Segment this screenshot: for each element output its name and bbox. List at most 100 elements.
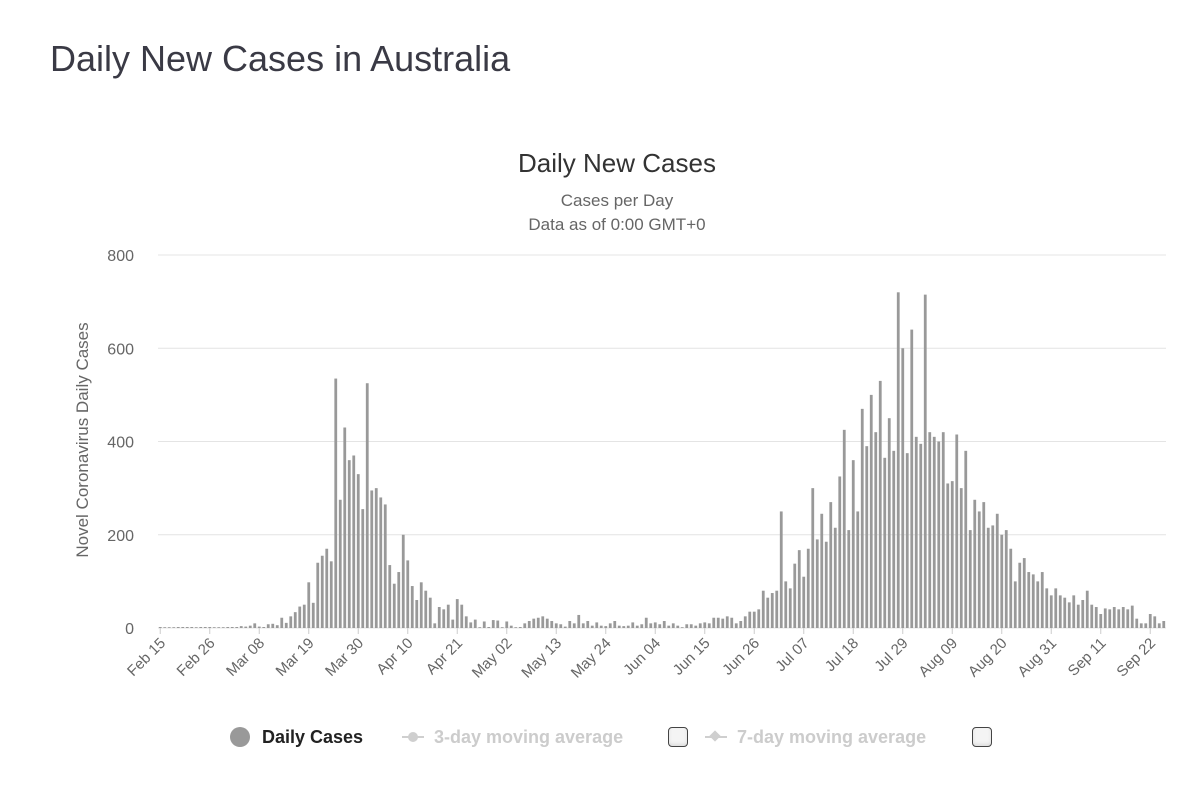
bar[interactable] xyxy=(874,432,878,628)
bar[interactable] xyxy=(257,626,261,628)
bar[interactable] xyxy=(865,446,869,628)
bar[interactable] xyxy=(271,623,275,628)
bar[interactable] xyxy=(541,616,545,628)
bar[interactable] xyxy=(311,602,315,628)
bar[interactable] xyxy=(185,627,189,628)
bar[interactable] xyxy=(838,476,842,628)
bar[interactable] xyxy=(163,627,167,628)
bar[interactable] xyxy=(1126,609,1130,628)
3-day-average-checkbox[interactable] xyxy=(668,727,688,747)
bar[interactable] xyxy=(167,627,171,628)
bar[interactable] xyxy=(464,616,468,628)
bar[interactable] xyxy=(779,511,783,628)
bar[interactable] xyxy=(581,623,585,628)
bar[interactable] xyxy=(451,619,455,628)
bar[interactable] xyxy=(883,457,887,628)
bar[interactable] xyxy=(266,624,270,628)
bar[interactable] xyxy=(658,624,662,628)
bar[interactable] xyxy=(415,600,419,628)
bar[interactable] xyxy=(833,527,837,628)
legend-daily-cases[interactable]: Daily Cases xyxy=(230,720,363,754)
bar[interactable] xyxy=(635,625,639,628)
bar[interactable] xyxy=(302,604,306,628)
bar[interactable] xyxy=(676,625,680,628)
bar[interactable] xyxy=(1112,607,1116,628)
bar[interactable] xyxy=(316,562,320,628)
bar[interactable] xyxy=(730,617,734,628)
bar[interactable] xyxy=(437,607,441,628)
bar[interactable] xyxy=(752,611,756,628)
bar[interactable] xyxy=(829,502,833,628)
bar[interactable] xyxy=(433,623,437,628)
bar[interactable] xyxy=(725,616,729,628)
bar[interactable] xyxy=(824,541,828,628)
bar[interactable] xyxy=(1009,548,1013,628)
bar[interactable] xyxy=(973,499,977,628)
bar[interactable] xyxy=(815,539,819,628)
bar[interactable] xyxy=(1022,558,1026,628)
bar[interactable] xyxy=(685,624,689,628)
bar[interactable] xyxy=(181,627,185,628)
bar[interactable] xyxy=(775,590,779,628)
bar[interactable] xyxy=(1027,572,1031,628)
bar[interactable] xyxy=(622,626,626,628)
bar[interactable] xyxy=(590,625,594,628)
bar[interactable] xyxy=(1135,618,1139,628)
bar[interactable] xyxy=(199,627,203,628)
bar[interactable] xyxy=(230,627,234,628)
bar[interactable] xyxy=(860,408,864,628)
bar[interactable] xyxy=(388,565,392,628)
bar[interactable] xyxy=(442,609,446,628)
bar[interactable] xyxy=(1031,574,1035,628)
bar[interactable] xyxy=(343,427,347,628)
bar[interactable] xyxy=(491,620,495,628)
bar[interactable] xyxy=(1139,623,1143,628)
bar[interactable] xyxy=(770,593,774,628)
bar[interactable] xyxy=(644,617,648,628)
bar[interactable] xyxy=(338,499,342,628)
bar[interactable] xyxy=(586,621,590,628)
bar[interactable] xyxy=(424,590,428,628)
bar[interactable] xyxy=(901,348,905,628)
bar[interactable] xyxy=(325,548,329,628)
bar[interactable] xyxy=(806,548,810,628)
bar[interactable] xyxy=(937,441,941,629)
bar[interactable] xyxy=(662,621,666,628)
bar[interactable] xyxy=(392,583,396,628)
bar[interactable] xyxy=(554,623,558,628)
bar[interactable] xyxy=(932,436,936,628)
bar[interactable] xyxy=(914,436,918,628)
bar[interactable] xyxy=(928,432,932,628)
bar[interactable] xyxy=(253,623,257,628)
bar[interactable] xyxy=(1090,604,1094,628)
bar[interactable] xyxy=(298,606,302,628)
bar[interactable] xyxy=(347,460,351,628)
bar[interactable] xyxy=(248,625,252,628)
bar[interactable] xyxy=(604,626,608,628)
bar[interactable] xyxy=(397,572,401,628)
bar[interactable] xyxy=(532,618,536,628)
bar[interactable] xyxy=(1099,614,1103,628)
bar[interactable] xyxy=(379,497,383,628)
bar[interactable] xyxy=(221,627,225,628)
bar[interactable] xyxy=(352,455,356,628)
bar[interactable] xyxy=(950,481,954,628)
bar[interactable] xyxy=(307,582,311,628)
bar[interactable] xyxy=(793,563,797,628)
bar[interactable] xyxy=(1036,581,1040,629)
bar[interactable] xyxy=(572,623,576,628)
bar[interactable] xyxy=(383,504,387,628)
bar[interactable] xyxy=(496,620,500,628)
bar[interactable] xyxy=(1058,595,1062,628)
bar[interactable] xyxy=(995,513,999,628)
bar[interactable] xyxy=(1000,534,1004,628)
bar[interactable] xyxy=(487,627,491,628)
bar[interactable] xyxy=(905,453,909,628)
bar[interactable] xyxy=(280,617,284,628)
bar[interactable] xyxy=(919,443,923,628)
bar[interactable] xyxy=(356,474,360,628)
bar[interactable] xyxy=(536,617,540,628)
bar[interactable] xyxy=(599,625,603,628)
bar[interactable] xyxy=(239,626,243,628)
bar[interactable] xyxy=(235,627,239,628)
